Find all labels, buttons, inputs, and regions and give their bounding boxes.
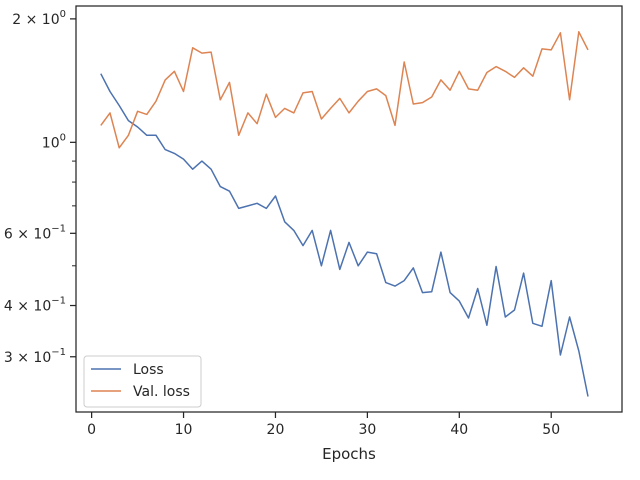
y-tick-label: 6 × 10−1 — [4, 223, 66, 242]
legend-label-val-loss: Val. loss — [133, 384, 190, 400]
val-loss-line — [100, 31, 589, 149]
x-tick-label: 40 — [450, 422, 468, 438]
series-lines — [100, 31, 589, 397]
legend-label-loss: Loss — [133, 362, 164, 378]
x-tick-label: 50 — [542, 422, 560, 438]
legend: Loss Val. loss — [83, 355, 202, 408]
x-tick-label: 0 — [87, 422, 96, 438]
loss-line — [100, 73, 589, 397]
y-tick-label: 2 × 100 — [12, 9, 66, 28]
x-axis-ticks: 0 10 20 30 40 50 — [87, 412, 560, 438]
x-axis-label: Epochs — [322, 445, 376, 463]
x-tick-label: 20 — [267, 422, 285, 438]
y-tick-label: 3 × 10−1 — [4, 347, 66, 366]
y-axis-ticks: 3 × 10−1 4 × 10−1 6 × 10−1 100 2 × 100 — [4, 9, 76, 366]
y-tick-label: 4 × 10−1 — [4, 296, 66, 315]
plot-area — [75, 5, 623, 413]
x-tick-label: 30 — [358, 422, 376, 438]
x-tick-label: 10 — [175, 422, 193, 438]
y-tick-label: 100 — [42, 132, 66, 151]
